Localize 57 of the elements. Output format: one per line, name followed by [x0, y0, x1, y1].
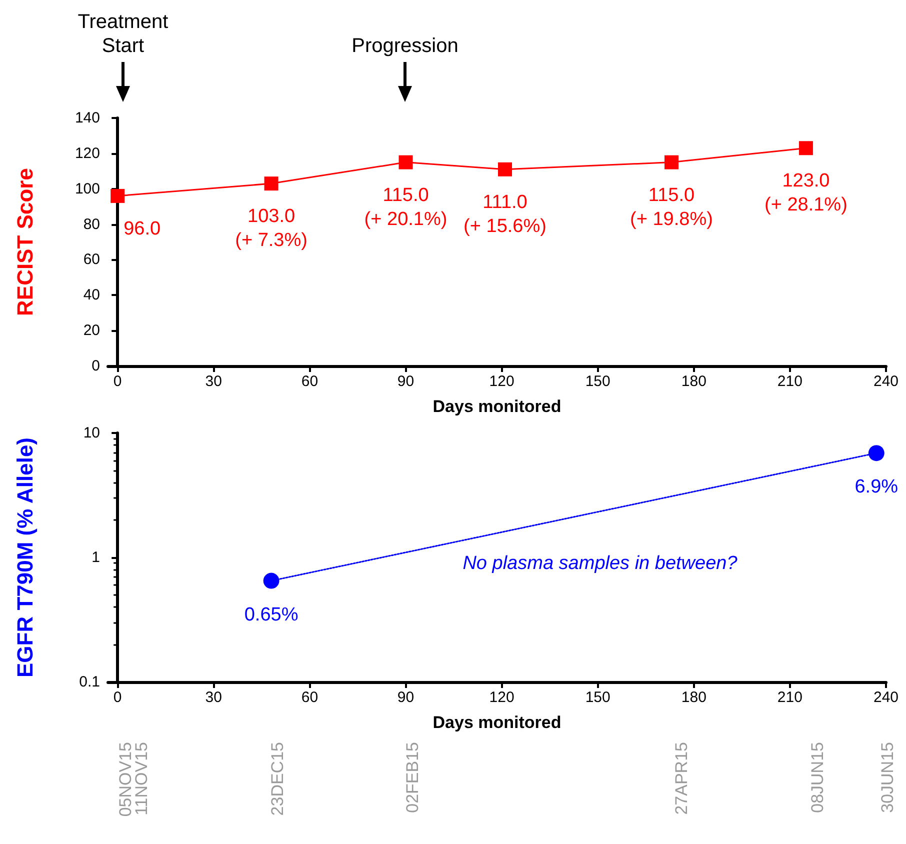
y-tick-label: 120: [74, 144, 100, 162]
x-tick-label: 240: [873, 373, 899, 390]
x-tick-label: 90: [397, 689, 414, 706]
x-tick-label: 120: [489, 373, 514, 390]
y-axis-title: RECIST Score: [12, 168, 38, 316]
text: Progression: [352, 34, 458, 58]
text: 11NOV15: [132, 742, 151, 816]
data-label: 103.0 (+ 7.3%): [235, 206, 308, 252]
point: [498, 162, 512, 176]
text: 05NOV15: [116, 742, 135, 817]
y-tick-label: 40: [83, 286, 100, 304]
x-tick-label: 60: [301, 689, 318, 706]
x-tick-label: 0: [113, 689, 122, 706]
y-tick-label: 0: [92, 358, 100, 374]
y-tick-label: 1: [92, 549, 100, 566]
x-tick-label: 210: [777, 373, 802, 390]
x-tick-label: 90: [397, 373, 414, 390]
y-tick-label: 10: [83, 424, 100, 442]
text: Treatment Start: [78, 10, 168, 58]
text: 27APR15: [672, 742, 691, 815]
data-label: 115.0 (+ 20.1%): [364, 184, 448, 230]
x-tick-label: 30: [205, 373, 222, 390]
annotation: No plasma samples in between?: [462, 552, 738, 576]
x-tick-label: 180: [681, 689, 706, 706]
y-axis-title: EGFR T790M (% Allele): [12, 437, 38, 678]
data-label: 115.0 (+ 19.8%): [630, 184, 713, 230]
point: [398, 155, 413, 170]
x-axis-title: Days monitored: [432, 713, 562, 732]
text: 08JUN15: [808, 742, 827, 813]
data-label: 6.9%: [854, 476, 898, 498]
x-tick-label: 210: [777, 689, 802, 706]
point: [264, 176, 278, 191]
y-tick-label: 0.1: [79, 674, 100, 690]
data-label: 0.65%: [244, 604, 298, 626]
x-tick-label: 60: [301, 373, 318, 390]
x-tick-label: 30: [205, 689, 222, 706]
text: 23DEC15: [268, 742, 287, 816]
data-label: 111.0 (+ 15.6%): [464, 192, 546, 237]
y-tick-label: 80: [83, 216, 100, 233]
point: [798, 141, 813, 156]
x-tick-label: 0: [113, 373, 122, 390]
x-tick-label: 150: [585, 689, 610, 706]
text: 30JUN15: [878, 742, 897, 813]
y-tick-label: 140: [74, 110, 100, 126]
text: 02FEB15: [403, 742, 422, 813]
data-label: 123.0 (+ 28.1%): [764, 170, 848, 216]
y-tick-label: 20: [83, 322, 100, 340]
x-tick-label: 180: [681, 373, 706, 390]
point: [664, 155, 678, 170]
y-tick-label: 100: [74, 180, 100, 198]
x-axis-title: Days monitored: [432, 397, 562, 416]
x-tick-label: 150: [585, 373, 610, 390]
x-tick-label: 120: [489, 689, 514, 706]
y-tick-label: 60: [83, 251, 100, 268]
data-label: 96.0: [124, 218, 161, 240]
point: [110, 188, 125, 203]
x-tick-label: 240: [873, 689, 899, 706]
